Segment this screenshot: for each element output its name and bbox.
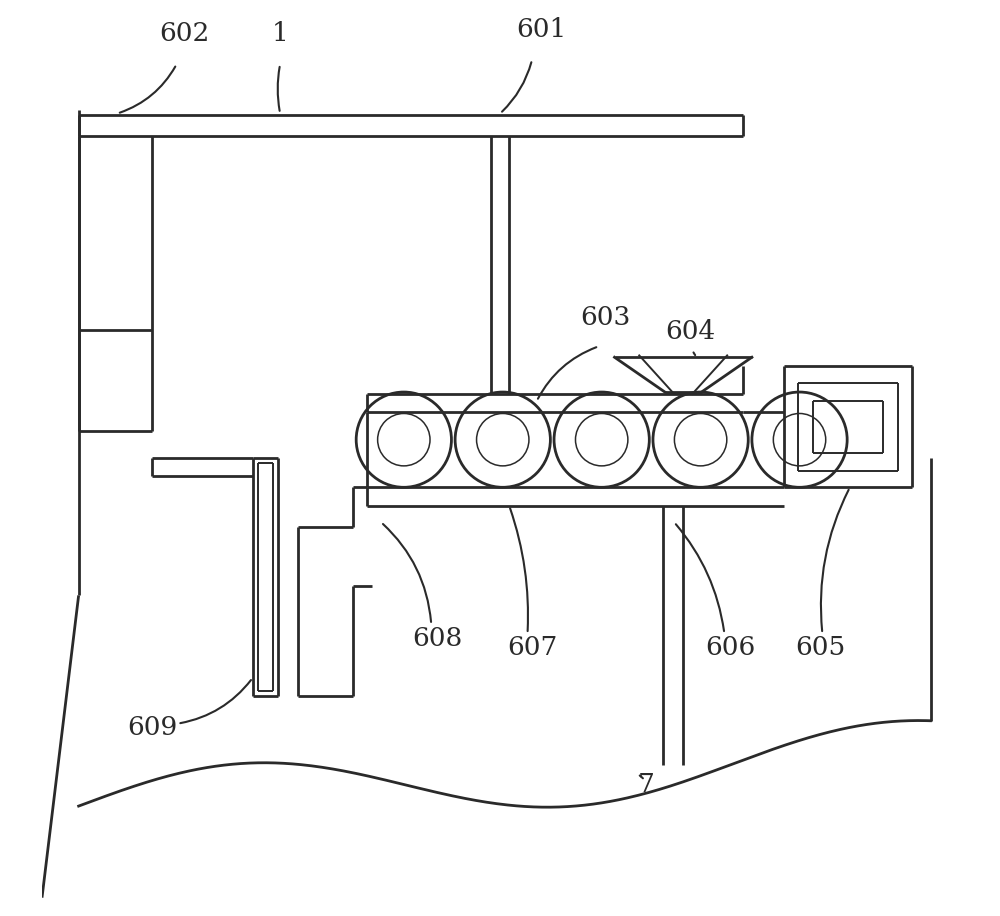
Text: 603: 603 — [580, 305, 631, 330]
Circle shape — [455, 392, 550, 487]
Circle shape — [752, 392, 847, 487]
Circle shape — [653, 392, 748, 487]
Text: 609: 609 — [127, 714, 177, 739]
Text: 601: 601 — [516, 16, 566, 41]
Text: 604: 604 — [665, 319, 716, 344]
Text: 608: 608 — [413, 626, 463, 650]
Text: 1: 1 — [272, 21, 289, 46]
Text: 605: 605 — [795, 635, 846, 660]
Circle shape — [554, 392, 649, 487]
Text: 7: 7 — [638, 772, 655, 797]
Circle shape — [356, 392, 451, 487]
Text: 602: 602 — [159, 21, 209, 46]
Text: 606: 606 — [706, 635, 756, 660]
Text: 607: 607 — [507, 635, 557, 660]
